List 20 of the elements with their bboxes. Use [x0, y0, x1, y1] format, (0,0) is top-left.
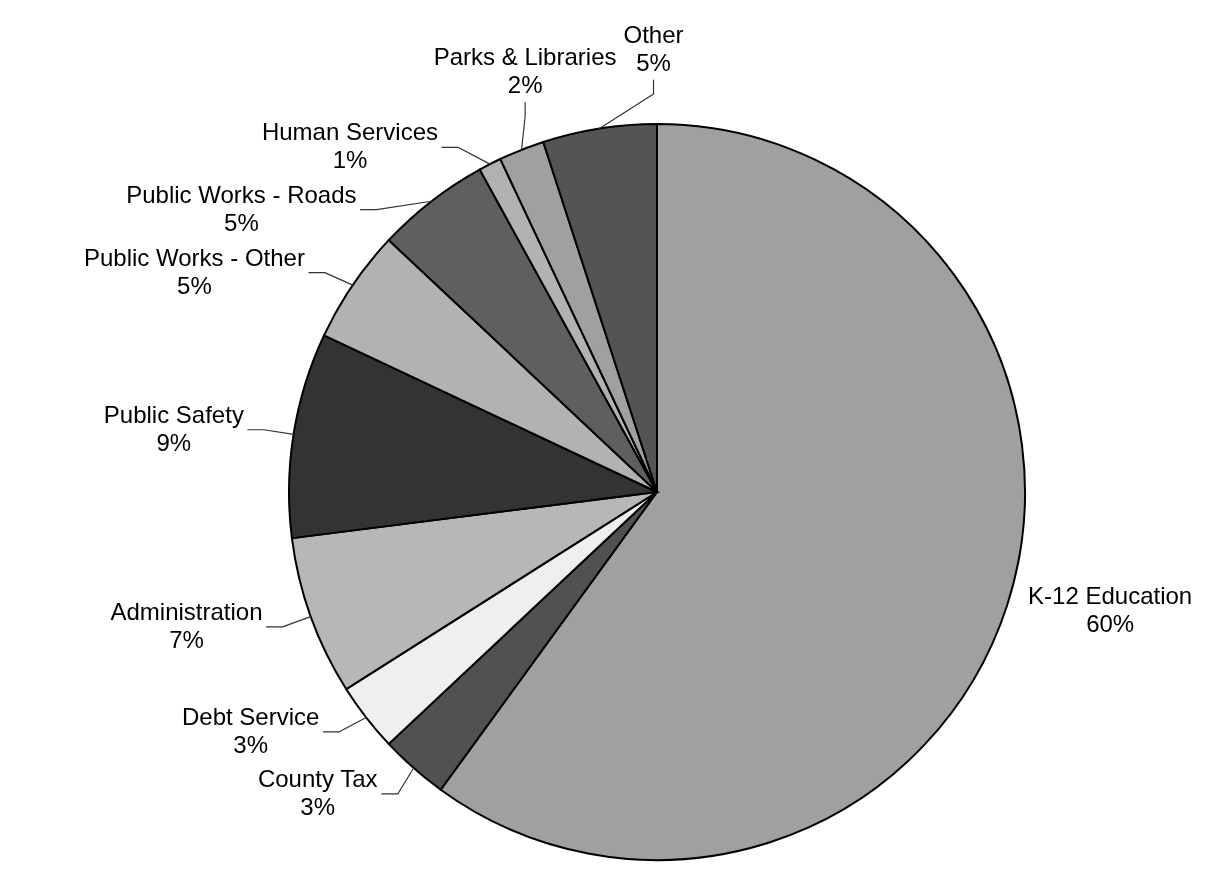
- slice-label: Public Works - Other: [83, 243, 305, 271]
- data-label: 1%: [332, 146, 368, 174]
- data-label: 7%: [169, 625, 204, 653]
- data-label: 3%: [233, 730, 268, 758]
- slice-label: County Tax: [257, 764, 378, 792]
- slice-label: Parks & Libraries: [433, 43, 617, 71]
- slice-label: Administration: [110, 597, 263, 625]
- slice-label: Public Safety: [103, 400, 244, 428]
- data-label: 60%: [1086, 610, 1135, 638]
- data-label: 5%: [177, 271, 212, 299]
- data-label: 9%: [156, 428, 192, 456]
- data-label: 2%: [507, 71, 543, 99]
- slice-label: K-12 Education: [1028, 582, 1193, 610]
- data-label: 3%: [300, 792, 336, 820]
- slice-label: Human Services: [261, 118, 438, 146]
- slice-label: Debt Service: [181, 702, 320, 730]
- slice-label: Other: [623, 21, 684, 49]
- data-label: 5%: [224, 208, 259, 236]
- data-label: 5%: [636, 49, 671, 77]
- slice-label: Public Works - Roads: [126, 180, 357, 208]
